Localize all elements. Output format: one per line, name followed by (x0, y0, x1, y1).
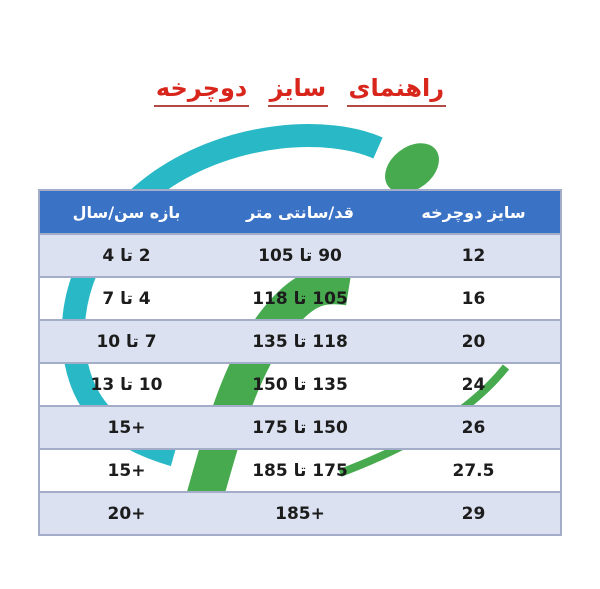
cell-age: 4 تا 7 (39, 277, 213, 321)
cell-height: 118 تا 135 (213, 320, 387, 364)
cell-size: 27.5 (387, 449, 561, 493)
table-row: 16 105 تا 118 4 تا 7 (39, 277, 561, 321)
cell-size: 20 (387, 320, 561, 364)
page-title: راهنمای سایز دوچرخه (0, 74, 600, 107)
bike-size-guide-table: سایز دوچرخه قد/سانتی متر بازه سن/سال 12 … (38, 189, 562, 536)
green-leaf-icon (385, 143, 439, 193)
title-word-2: سایز (267, 74, 329, 107)
col-header-height-cm: قد/سانتی متر (213, 190, 387, 235)
table-row: 27.5 175 تا 185 +15 (39, 449, 561, 493)
title-word-1: راهنمای (346, 74, 447, 107)
cell-age: +15 (39, 406, 213, 450)
cell-height: 175 تا 185 (213, 449, 387, 493)
cell-height: 90 تا 105 (213, 234, 387, 278)
cell-age: +20 (39, 492, 213, 536)
cell-age: +15 (39, 449, 213, 493)
cell-size: 29 (387, 492, 561, 536)
table-row: 12 90 تا 105 2 تا 4 (39, 234, 561, 278)
cell-height: 105 تا 118 (213, 277, 387, 321)
cell-size: 26 (387, 406, 561, 450)
cell-age: 2 تا 4 (39, 234, 213, 278)
cell-age: 7 تا 10 (39, 320, 213, 364)
title-word-3: دوچرخه (153, 74, 250, 107)
cell-height: 135 تا 150 (213, 363, 387, 407)
table-row: 29 +185 +20 (39, 492, 561, 536)
cell-size: 24 (387, 363, 561, 407)
col-header-bike-size: سایز دوچرخه (387, 190, 561, 235)
cell-size: 16 (387, 277, 561, 321)
table-row: 26 150 تا 175 +15 (39, 406, 561, 450)
col-header-age-range: بازه سن/سال (39, 190, 213, 235)
cell-height: +185 (213, 492, 387, 536)
cell-height: 150 تا 175 (213, 406, 387, 450)
cell-size: 12 (387, 234, 561, 278)
table-row: 20 118 تا 135 7 تا 10 (39, 320, 561, 364)
table-header-row: سایز دوچرخه قد/سانتی متر بازه سن/سال (39, 190, 561, 235)
table-row: 24 135 تا 150 10 تا 13 (39, 363, 561, 407)
cell-age: 10 تا 13 (39, 363, 213, 407)
